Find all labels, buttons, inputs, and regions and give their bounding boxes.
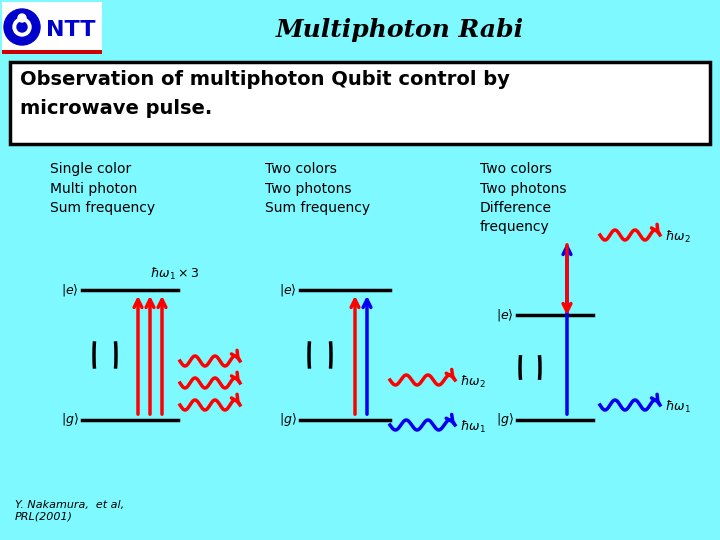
Text: $|e\rangle$: $|e\rangle$ [496,307,514,323]
Text: Multiphoton Rabi: Multiphoton Rabi [276,18,524,42]
Text: $\hbar\omega_1$: $\hbar\omega_1$ [665,399,691,415]
Text: Two colors
Two photons
Difference
frequency: Two colors Two photons Difference freque… [480,162,567,234]
Circle shape [13,18,31,36]
Text: $\hbar\omega_1$: $\hbar\omega_1$ [460,419,486,435]
Bar [2,2,102,52]
Text: $|g\rangle$: $|g\rangle$ [61,411,79,429]
Text: $\hbar\omega_1\times 3$: $\hbar\omega_1\times 3$ [150,266,199,282]
Text: $\hbar\omega_2$: $\hbar\omega_2$ [665,229,690,245]
Text: NTT: NTT [46,20,96,40]
Bar [10,62,710,144]
Text: $|e\rangle$: $|e\rangle$ [61,282,79,298]
Text: $|g\rangle$: $|g\rangle$ [496,411,514,429]
Bar [2,50,102,54]
Circle shape [18,14,26,22]
Text: $|e\rangle$: $|e\rangle$ [279,282,297,298]
Text: $|g\rangle$: $|g\rangle$ [279,411,297,429]
Circle shape [4,9,40,45]
Text: Observation of multiphoton Qubit control by
microwave pulse.: Observation of multiphoton Qubit control… [20,70,510,118]
Text: Single color
Multi photon
Sum frequency: Single color Multi photon Sum frequency [50,162,155,215]
Text: Two colors
Two photons
Sum frequency: Two colors Two photons Sum frequency [265,162,370,215]
Text: $\hbar\omega_2$: $\hbar\omega_2$ [460,374,486,390]
Text: Y. Nakamura,  et al,
PRL(2001): Y. Nakamura, et al, PRL(2001) [15,500,124,522]
Circle shape [17,22,27,32]
